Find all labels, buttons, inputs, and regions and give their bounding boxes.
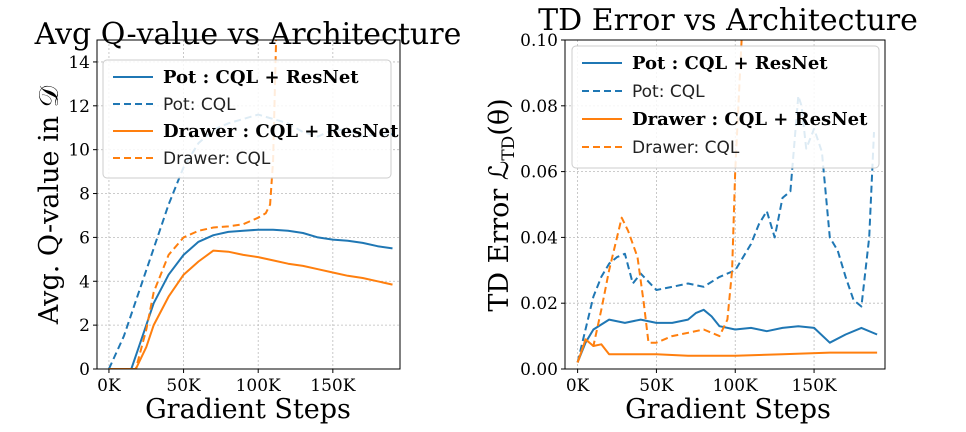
legend-label: Drawer: CQL	[163, 149, 271, 169]
legend-label: Drawer : CQL + ResNet	[632, 109, 868, 130]
legend-label: Drawer : CQL + ResNet	[163, 121, 399, 142]
plot-area: 0 2 4 6 8 10 12 14 0K 50K 100K 150K	[68, 39, 401, 396]
legend: Pot : CQL + ResNet Pot: CQL Drawer : CQL +…	[571, 45, 880, 169]
y-tick-label: 0.06	[520, 163, 558, 183]
y-tick-label: 0.04	[520, 228, 558, 248]
y-axis-label: Avg. Q-value in 𝒟	[34, 85, 65, 325]
series-group	[576, 40, 878, 363]
x-tick-label: 100K	[236, 376, 281, 396]
y-axis-label: TD Error ℒTD(θ)	[484, 98, 519, 311]
x-tick-label: 150K	[310, 376, 355, 396]
series-line	[108, 228, 393, 369]
y-axis-label-tail: (θ)	[484, 98, 515, 135]
x-tick-label: 100K	[713, 376, 758, 396]
y-tick-label: 2	[79, 316, 90, 336]
y-axis-label-main: TD Error ℒ	[484, 161, 515, 312]
series-line	[576, 308, 878, 363]
y-tick-label: 12	[68, 97, 90, 117]
legend-box	[102, 59, 392, 179]
plot-frame	[96, 39, 401, 370]
x-axis-label: Gradient Steps	[145, 394, 351, 425]
chart-title: TD Error vs Architecture	[538, 3, 918, 38]
legend-label: Pot: CQL	[632, 82, 705, 102]
series-line	[576, 40, 743, 363]
y-tick-label: 0.00	[520, 360, 558, 380]
x-tick-label: 50K	[639, 376, 674, 396]
x-tick-label: 150K	[791, 376, 836, 396]
legend: Pot : CQL + ResNet Pot: CQL Drawer : CQL +…	[102, 59, 399, 179]
chart-td-error: TD Error vs Architecture 0.000.020.040.0…	[484, 3, 918, 425]
plot-area: 0.00 0.02 0.04 0.06 0.08 0.10 0K 50K 100K 150K	[520, 31, 886, 396]
legend-label: Pot : CQL + ResNet	[632, 53, 828, 74]
x-tick-label: 0K	[566, 376, 590, 396]
series-line	[108, 40, 278, 369]
y-tick-label: 0.10	[520, 31, 558, 51]
y-axis-label-sub: TD	[499, 136, 519, 161]
legend-label: Pot : CQL + ResNet	[163, 67, 359, 88]
y-tick-label: 0.02	[520, 294, 558, 314]
x-tick-label: 0K	[97, 376, 121, 396]
y-tick-label: 10	[68, 141, 90, 161]
chart-q-value: Avg Q-value vs Architecture 024681012140…	[34, 17, 462, 425]
y-tick-label: 8	[79, 185, 90, 205]
plot-frame	[564, 39, 886, 370]
y-tick-label: 14	[68, 53, 90, 73]
x-axis-label: Gradient Steps	[625, 394, 831, 425]
chart-title: Avg Q-value vs Architecture	[34, 17, 462, 52]
legend-box	[571, 45, 880, 169]
y-tick-label: 4	[79, 272, 90, 292]
y-tick-label: 0.08	[520, 97, 558, 117]
legend-label: Drawer: CQL	[632, 138, 740, 158]
series-line	[576, 338, 878, 363]
x-tick-label: 50K	[166, 376, 201, 396]
y-tick-label: 0	[79, 360, 90, 380]
series-line	[108, 249, 393, 369]
series-line	[576, 94, 875, 363]
legend-label: Pot: CQL	[163, 95, 236, 115]
y-tick-label: 6	[79, 228, 90, 248]
